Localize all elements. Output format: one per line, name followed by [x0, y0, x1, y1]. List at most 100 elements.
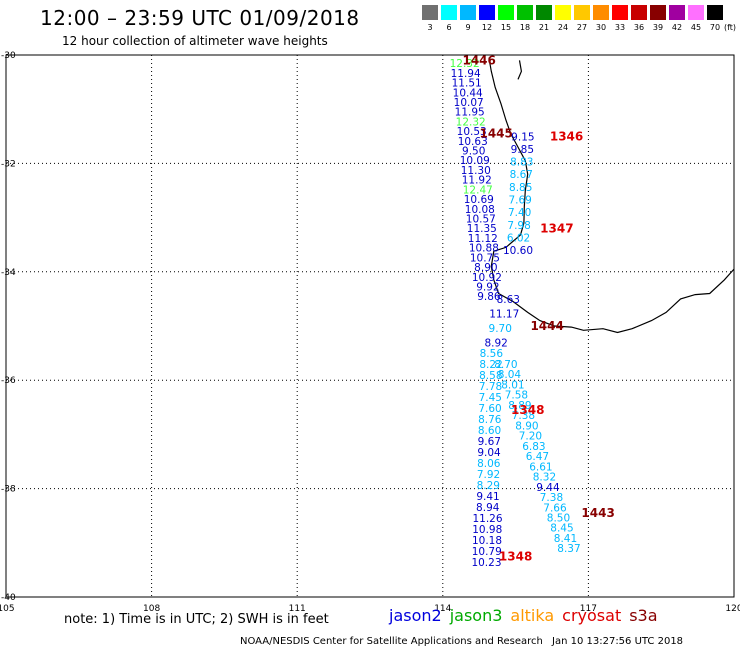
pass-time-label: 1347 — [540, 221, 573, 235]
swh-value-label: 9.85 — [511, 144, 534, 156]
swh-value-label: 10.23 — [471, 557, 501, 569]
color-scale-swatch — [536, 5, 552, 20]
color-scale-label: 70 — [709, 23, 721, 32]
lat-tick-label: -36 — [1, 376, 16, 386]
swh-value-label: 11.30 — [461, 165, 491, 177]
color-scale-unit: (ft) — [724, 23, 737, 32]
swh-value-label: 8.29 — [477, 480, 500, 492]
mission-legend-item: cryosat — [562, 606, 622, 625]
color-scale-label: 42 — [671, 23, 683, 32]
pass-time-label: 1445 — [479, 127, 512, 141]
swh-value-label: 8.85 — [509, 182, 532, 194]
page-subtitle: 12 hour collection of altimeter wave hei… — [62, 34, 328, 48]
lon-tick-label: 120 — [725, 604, 740, 614]
color-scale-label: 18 — [519, 23, 531, 32]
swh-value-label: 8.32 — [533, 472, 556, 484]
swh-value-label: 9.92 — [476, 281, 499, 293]
swh-value-label: 8.06 — [477, 458, 501, 470]
swh-value-label: 6.02 — [507, 232, 530, 244]
swh-value-label: 7.92 — [477, 469, 500, 481]
swh-value-label: 11.92 — [462, 175, 492, 187]
swh-value-label: 10.63 — [458, 136, 488, 148]
color-scale-label: 36 — [633, 23, 645, 32]
lat-tick-label: -40 — [1, 593, 16, 603]
map-frame — [5, 54, 735, 598]
color-scale-label: 27 — [576, 23, 588, 32]
swh-value-label: 8.63 — [497, 294, 520, 306]
swh-value-label: 10.92 — [472, 272, 502, 284]
color-scale-swatch — [631, 5, 647, 20]
swh-value-label: 7.20 — [519, 431, 542, 443]
swh-value-label: 11.51 — [452, 78, 482, 90]
swh-value-label: 7.58 — [505, 390, 528, 402]
swh-value-label: 9.50 — [462, 146, 485, 158]
pass-time-label: 1348 — [499, 549, 532, 563]
swh-value-label: 7.60 — [478, 403, 501, 415]
pass-time-label: 1446 — [462, 53, 495, 67]
swh-value-label: 8.60 — [478, 425, 501, 437]
swh-value-label: 7.40 — [508, 207, 531, 219]
pass-time-label: 1443 — [581, 506, 614, 520]
swh-value-label: 8.70 — [494, 359, 517, 371]
swh-value-label: 7.69 — [508, 195, 531, 207]
swh-value-label: 8.41 — [554, 533, 577, 545]
swh-value-label: 6.47 — [526, 451, 549, 463]
swh-value-label: 10.07 — [454, 97, 484, 109]
swh-value-label: 8.01 — [501, 379, 524, 391]
swh-value-label: 11.26 — [472, 513, 502, 525]
swh-value-label: 8.83 — [510, 157, 533, 169]
mission-legend-item: altika — [510, 606, 555, 625]
island-outline — [517, 60, 523, 80]
swh-value-label: 11.12 — [468, 233, 498, 245]
color-scale-label: 30 — [595, 23, 607, 32]
color-scale-label: 3 — [427, 23, 433, 32]
swh-value-label: 8.50 — [547, 513, 570, 525]
swh-value-label: 9.41 — [476, 491, 499, 503]
swh-value-label: 10.09 — [460, 155, 490, 167]
swh-value-label: 8.22 — [479, 359, 502, 371]
swh-value-label: 7.38 — [540, 492, 563, 504]
swh-value-label: 10.08 — [465, 204, 495, 216]
swh-value-label: 8.56 — [480, 348, 504, 360]
color-scale-swatch — [517, 5, 533, 20]
swh-value-label: 7.45 — [479, 392, 502, 404]
footer-credit: NOAA/NESDIS Center for Satellite Applica… — [240, 636, 543, 647]
color-scale-label: 45 — [690, 23, 702, 32]
color-scale-swatch — [479, 5, 495, 20]
swh-value-label: 11.94 — [451, 68, 481, 80]
swh-value-label: 9.86 — [477, 291, 501, 303]
color-scale-swatch — [422, 5, 438, 20]
swh-value-label: 12.32 — [456, 116, 486, 128]
swh-value-label: 10.88 — [469, 243, 499, 255]
color-scale-swatch — [460, 5, 476, 20]
swh-value-label: 7.38 — [512, 410, 535, 422]
lon-tick-label: 108 — [143, 604, 160, 614]
footer-timestamp: Jan 10 13:27:56 UTC 2018 — [552, 636, 684, 647]
lon-tick-label: 105 — [0, 604, 15, 614]
color-scale-swatch — [707, 5, 723, 20]
lon-tick-label: 117 — [580, 604, 597, 614]
lat-tick-label: -32 — [1, 159, 16, 169]
mission-legend-item: jason2 — [389, 606, 442, 625]
swh-value-label: 8.89 — [508, 400, 531, 412]
color-scale-swatch — [650, 5, 666, 20]
swh-value-label: 10.79 — [472, 546, 502, 558]
color-scale-label: 9 — [465, 23, 471, 32]
swh-value-label: 8.37 — [557, 543, 580, 555]
swh-value-label: 9.70 — [489, 323, 512, 335]
swh-value-label: 10.60 — [503, 245, 533, 257]
swh-value-label: 12.32 — [450, 58, 480, 70]
swh-value-label: 8.90 — [515, 420, 538, 432]
swh-value-label: 12.47 — [463, 184, 493, 196]
color-scale-label: 6 — [446, 23, 452, 32]
swh-value-label: 11.95 — [455, 107, 485, 119]
color-scale-swatch — [498, 5, 514, 20]
swh-value-label: 8.92 — [484, 337, 507, 349]
swh-value-label: 8.45 — [550, 523, 573, 535]
color-scale-swatch — [669, 5, 685, 20]
color-scale-label: 24 — [557, 23, 569, 32]
page-title: 12:00 – 23:59 UTC 01/09/2018 — [40, 6, 360, 30]
lat-tick-label: -38 — [1, 485, 16, 495]
coastline — [488, 57, 735, 334]
